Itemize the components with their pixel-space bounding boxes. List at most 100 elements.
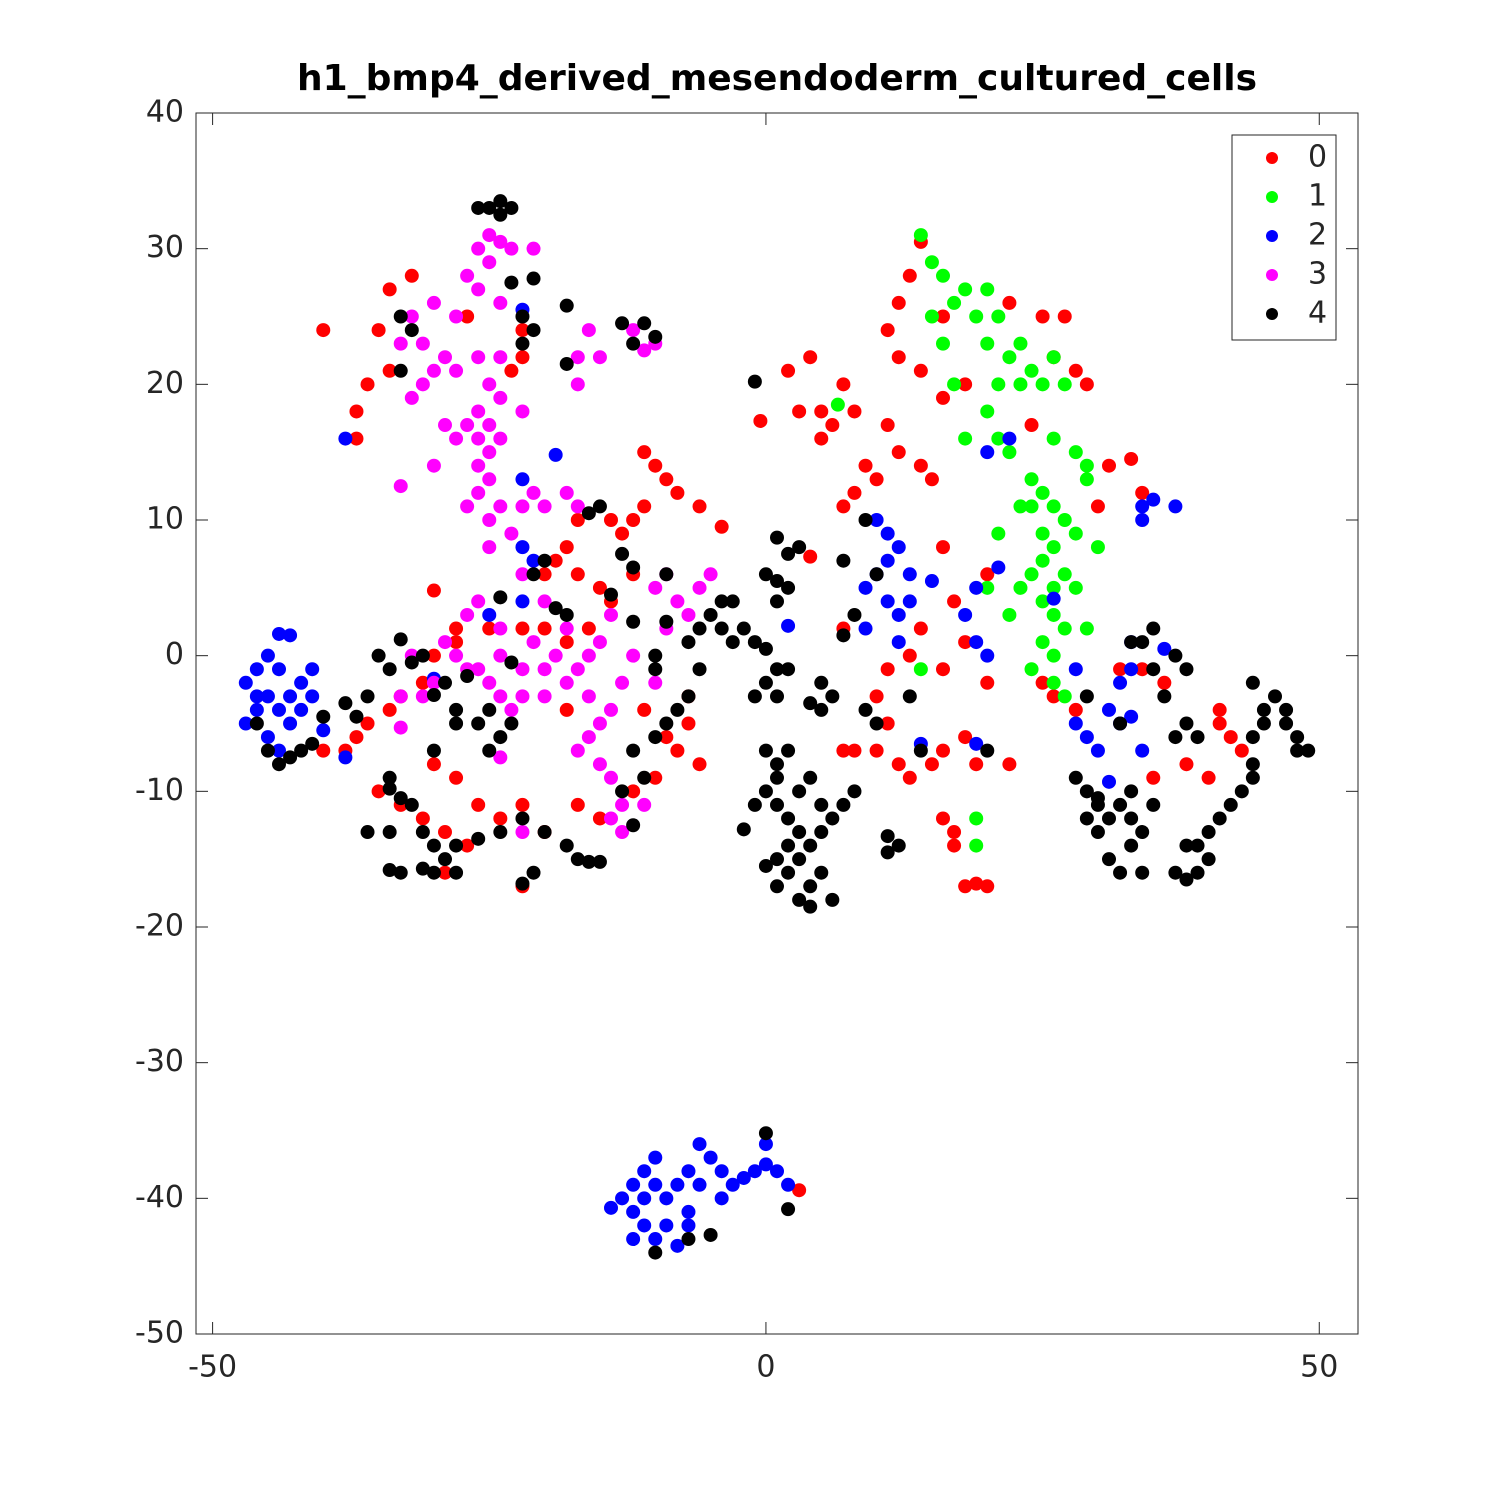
scatter-point (991, 377, 1006, 392)
scatter-point (449, 431, 464, 446)
scatter-point (482, 472, 497, 487)
scatter-point (891, 540, 906, 555)
scatter-point (659, 1218, 674, 1233)
scatter-point (449, 702, 464, 717)
scatter-point (980, 445, 995, 460)
scatter-point (382, 282, 397, 297)
scatter-point (1212, 811, 1227, 826)
scatter-point (537, 689, 552, 704)
scatter-point (1179, 838, 1194, 853)
scatter-point (559, 607, 574, 622)
scatter-point (504, 241, 519, 256)
legend-label: 4 (1308, 296, 1327, 331)
scatter-point (1212, 716, 1227, 731)
scatter-point (526, 271, 541, 286)
scatter-point (814, 431, 829, 446)
scatter-point (1290, 730, 1305, 745)
scatter-point (1223, 797, 1238, 812)
scatter-point (460, 418, 475, 433)
scatter-point (626, 1204, 641, 1219)
scatter-point (415, 336, 430, 351)
scatter-point (493, 825, 508, 840)
scatter-point (426, 757, 441, 772)
scatter-point (1146, 797, 1161, 812)
axes-frame (195, 112, 1359, 1335)
scatter-point (559, 356, 574, 371)
scatter-point (460, 499, 475, 514)
scatter-point (515, 499, 530, 514)
scatter-point (460, 838, 475, 853)
scatter-point (482, 200, 497, 215)
scatter-point (891, 445, 906, 460)
scatter-point (626, 513, 641, 527)
scatter-point (415, 377, 430, 392)
scatter-point (615, 797, 630, 812)
scatter-point (758, 743, 773, 758)
y-tick-label: -10 (135, 773, 184, 808)
scatter-point (393, 865, 408, 880)
scatter-point (924, 255, 939, 270)
scatter-point (260, 730, 275, 745)
scatter-point (393, 791, 408, 806)
scatter-point (847, 404, 862, 419)
scatter-point (1068, 716, 1083, 731)
scatter-point (1234, 743, 1249, 758)
scatter-point (615, 825, 630, 840)
scatter-point (648, 1177, 663, 1192)
scatter-point (482, 445, 497, 460)
scatter-point (393, 689, 408, 704)
scatter-point (958, 879, 973, 894)
scatter-point (438, 350, 452, 365)
scatter-point (515, 594, 530, 609)
scatter-point (316, 743, 331, 758)
scatter-point (980, 336, 995, 351)
scatter-point (1002, 445, 1017, 460)
x-tick-label: -50 (188, 1350, 237, 1385)
scatter-point (570, 499, 585, 514)
scatter-point (294, 675, 309, 690)
scatter-point (1113, 675, 1128, 690)
scatter-point (493, 234, 508, 249)
y-tick-label: 20 (146, 366, 184, 401)
scatter-point (570, 852, 585, 867)
scatter-point (404, 323, 419, 338)
scatter-point (1146, 662, 1161, 677)
scatter-point (570, 743, 585, 758)
scatter-point (504, 655, 519, 670)
scatter-point (1046, 350, 1061, 365)
scatter-point (1090, 743, 1105, 758)
scatter-point (626, 818, 641, 833)
scatter-point (526, 323, 541, 338)
scatter-point (714, 519, 729, 534)
scatter-point (825, 892, 840, 907)
scatter-point (604, 607, 618, 622)
scatter-point (1102, 458, 1116, 473)
scatter-point (781, 811, 796, 826)
scatter-point (570, 377, 585, 392)
scatter-point (482, 418, 497, 433)
scatter-point (515, 797, 530, 812)
scatter-point (537, 594, 552, 609)
scatter-point (858, 458, 873, 473)
scatter-point (1024, 363, 1039, 378)
scatter-point (559, 702, 574, 717)
scatter-point (814, 797, 829, 812)
scatter-point (913, 621, 928, 636)
scatter-point (1135, 499, 1150, 514)
scatter-point (969, 580, 984, 595)
scatter-point (1124, 451, 1139, 466)
scatter-point (449, 716, 464, 731)
scatter-point (703, 607, 718, 622)
scatter-point (758, 1137, 773, 1152)
scatter-point (670, 702, 685, 717)
scatter-point (283, 689, 298, 704)
scatter-point (393, 479, 408, 494)
scatter-point (936, 540, 950, 555)
scatter-point (493, 590, 508, 605)
scatter-point (1046, 591, 1061, 606)
scatter-point (1168, 499, 1183, 514)
scatter-point (493, 295, 508, 310)
scatter-point (1068, 526, 1083, 541)
scatter-point (548, 553, 563, 568)
